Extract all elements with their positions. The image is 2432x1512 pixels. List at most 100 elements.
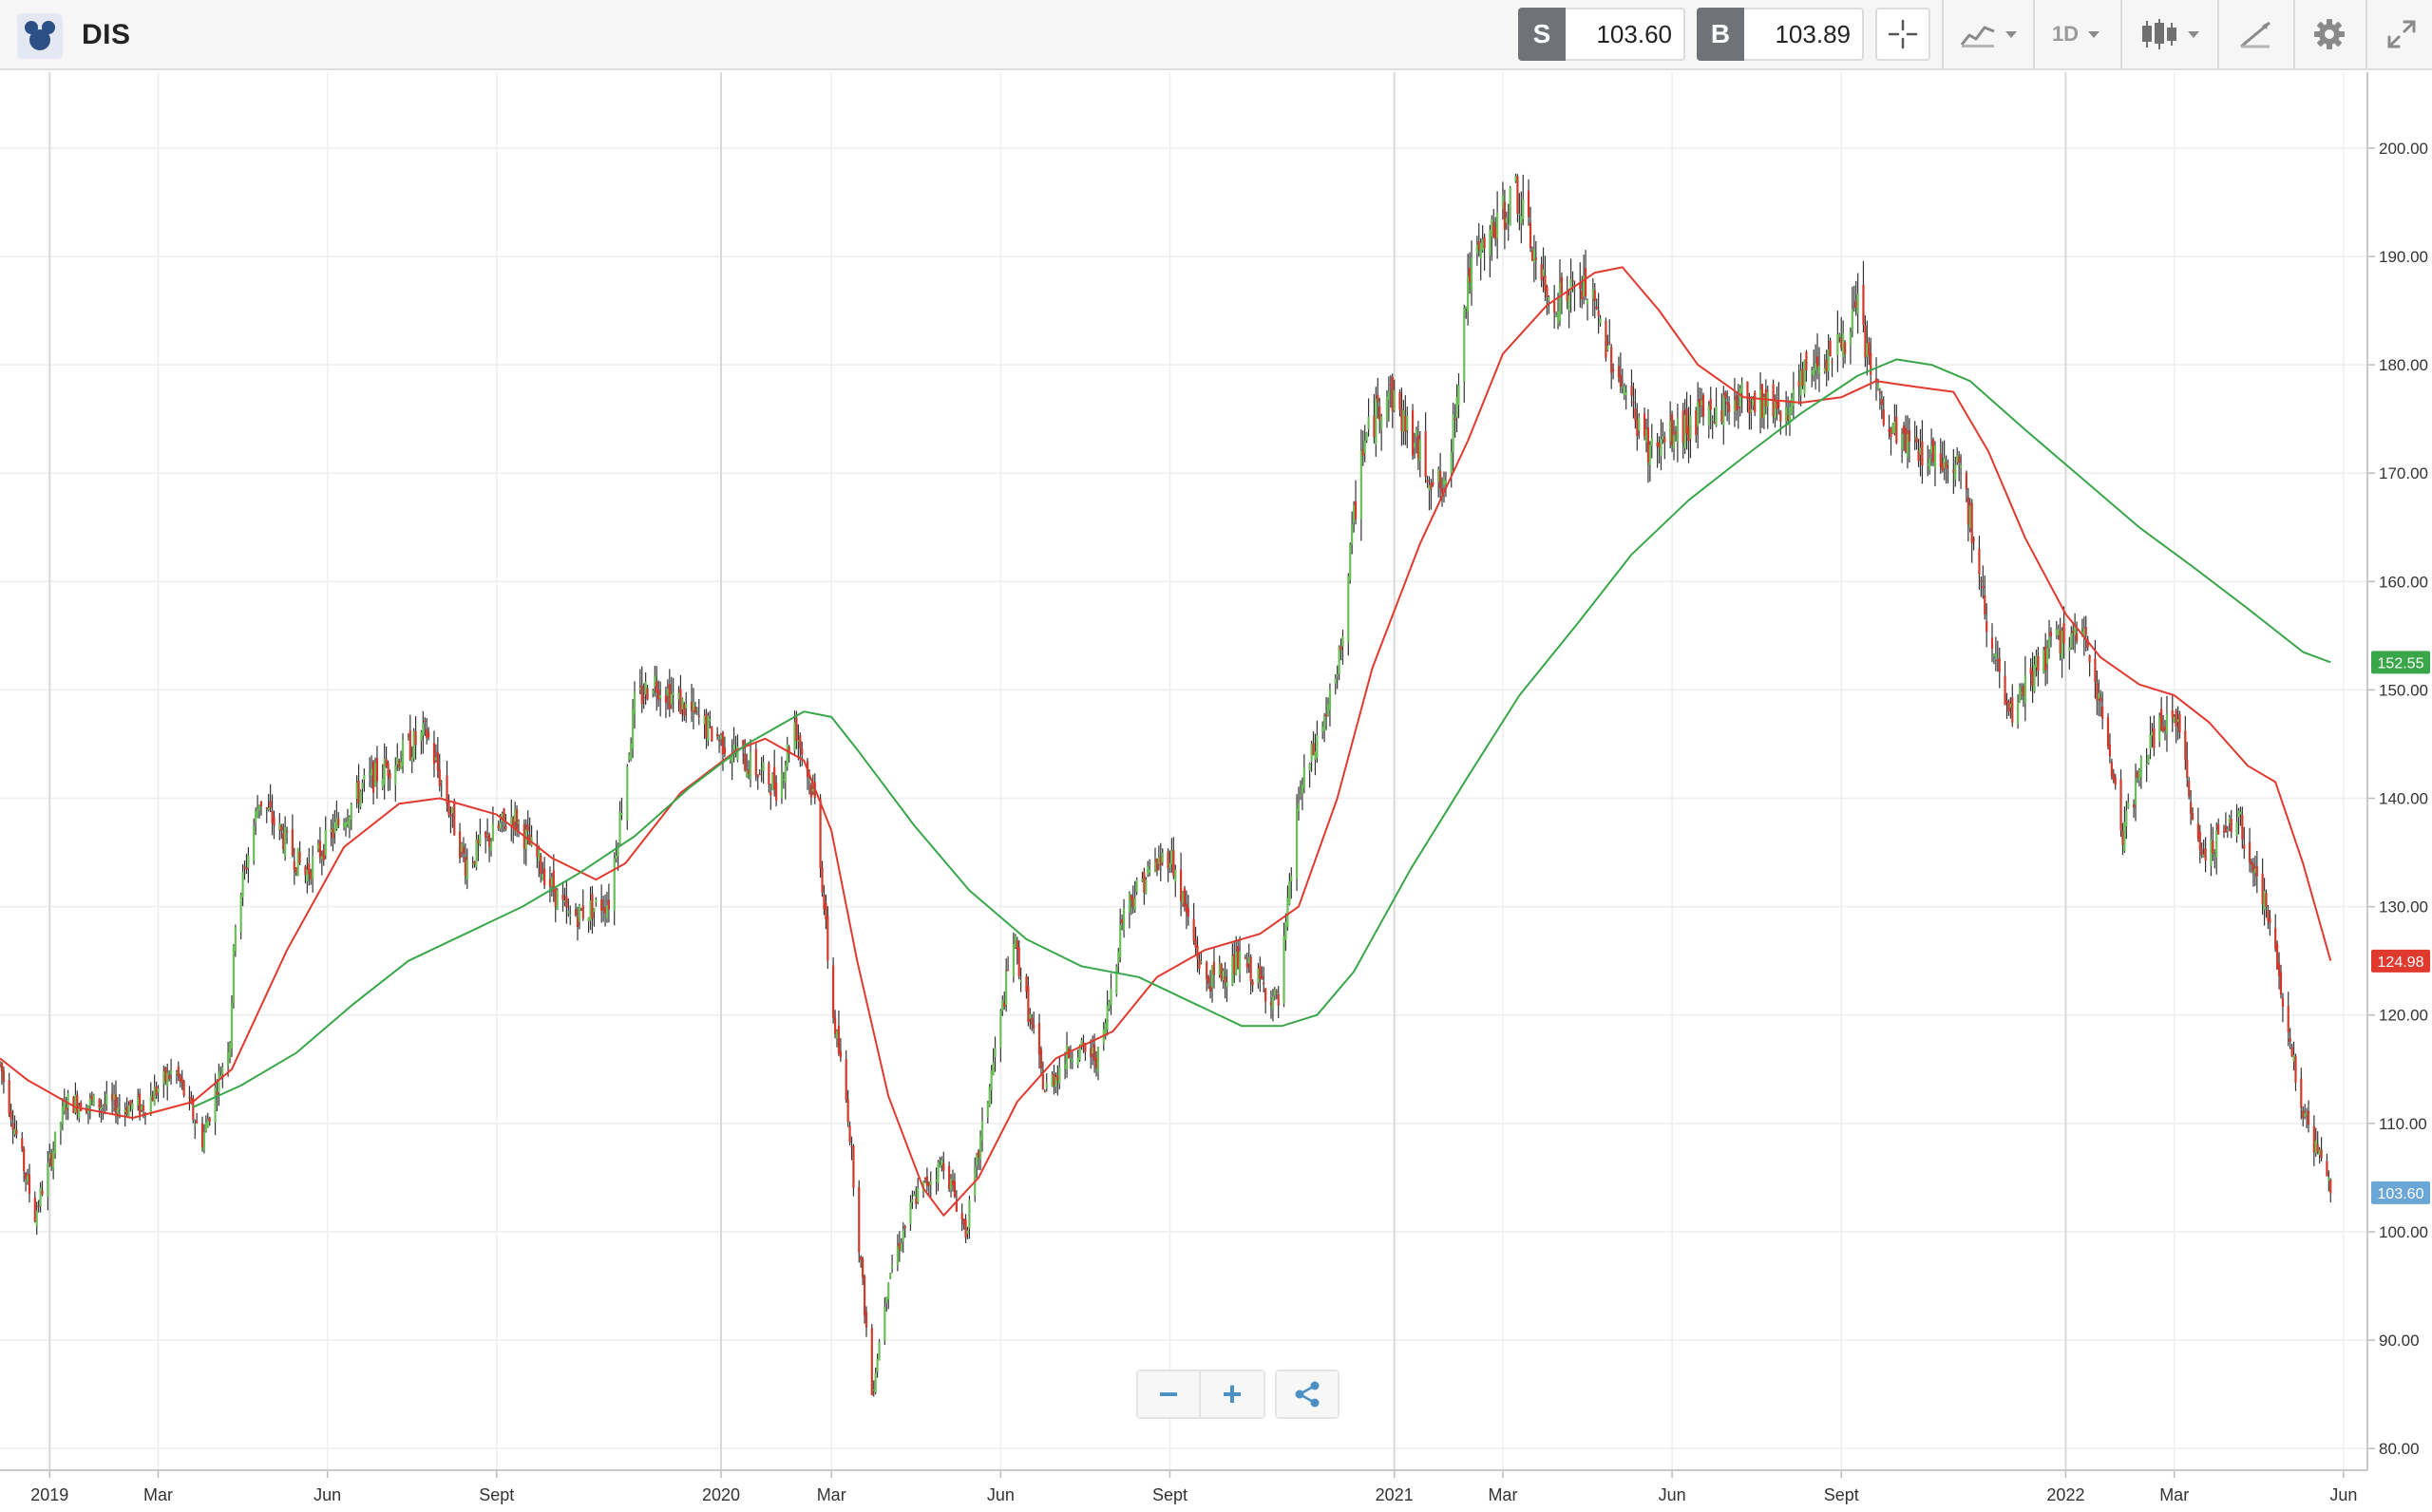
settings-button[interactable] — [2303, 8, 2356, 61]
y-tick-label: 150.00 — [2379, 681, 2428, 699]
candle-style-button[interactable] — [2132, 8, 2208, 61]
candle-up — [2035, 655, 2038, 668]
candle-down — [2250, 861, 2253, 865]
candle-down — [2261, 873, 2264, 904]
candle-up — [2033, 664, 2036, 692]
candle-down — [819, 799, 822, 869]
candle-down — [2276, 943, 2279, 970]
timeframe-label: 1D — [2051, 22, 2080, 46]
candle-up — [253, 825, 256, 861]
candle-down — [2011, 697, 2014, 723]
candle-down — [721, 731, 725, 755]
candle-up — [412, 731, 415, 759]
candle-up — [966, 1230, 969, 1234]
y-tick-label: 180.00 — [2379, 356, 2428, 374]
candle-up — [1954, 464, 1957, 480]
candle-down — [1172, 850, 1175, 877]
candle-down — [104, 1104, 106, 1106]
candle-down — [1167, 851, 1169, 869]
candle-down — [1685, 408, 1688, 434]
fullscreen-button[interactable] — [2375, 8, 2428, 61]
candle-down — [2062, 623, 2065, 644]
buy-button[interactable]: B 103.89 — [1697, 8, 1864, 61]
candle-up — [1465, 306, 1468, 309]
candle-down — [10, 1111, 12, 1120]
candle-down — [561, 894, 564, 900]
candle-down — [1982, 585, 1985, 589]
toolbar-divider — [2120, 0, 2122, 70]
candle-up — [381, 779, 384, 788]
timeframe-button[interactable]: 1D — [2042, 8, 2109, 61]
share-button[interactable] — [1275, 1370, 1340, 1419]
candle-up — [2147, 755, 2150, 764]
candle-down — [453, 801, 456, 836]
candle-down — [1931, 439, 1935, 463]
x-tick-label: Jun — [314, 1485, 341, 1504]
candle-up — [729, 757, 732, 761]
zoom-in-button[interactable]: + — [1201, 1370, 1265, 1419]
candle-down — [41, 1190, 44, 1195]
chart-type-button[interactable] — [1953, 8, 2024, 61]
crosshair-icon — [1888, 19, 1918, 49]
candle-down — [548, 879, 552, 887]
candle-up — [1351, 523, 1354, 545]
candle-up — [911, 1199, 914, 1202]
candle-up — [935, 1180, 938, 1182]
candle-up — [127, 1106, 130, 1118]
candle-down — [389, 773, 391, 780]
candle-down — [436, 751, 439, 771]
sell-button[interactable]: S 103.60 — [1518, 8, 1685, 61]
toolbar-divider — [2033, 0, 2035, 70]
candle-down — [694, 707, 697, 713]
candle-down — [2289, 1038, 2291, 1042]
candle-up — [1697, 402, 1700, 426]
candle-down — [1006, 970, 1010, 972]
candle-up — [1956, 454, 1959, 463]
price-chart[interactable]: 80.00 90.00 100.00 110.00 120.00 130.00 140.00… — [0, 72, 2432, 1512]
candle-up — [451, 807, 454, 814]
candle-down — [2326, 1161, 2328, 1177]
share-group — [1275, 1370, 1340, 1419]
candle-up — [672, 692, 674, 695]
candle-up — [1669, 420, 1672, 442]
candle-up — [361, 783, 364, 789]
candle-down — [717, 740, 721, 742]
candle-up — [1323, 715, 1326, 731]
candle-down — [1748, 400, 1751, 414]
candle-down — [1043, 1091, 1046, 1093]
candle-down — [477, 839, 480, 844]
candle-up — [1321, 727, 1324, 732]
candle-down — [788, 747, 790, 754]
zoom-out-button[interactable]: − — [1136, 1370, 1201, 1419]
candle-up — [1803, 359, 1806, 394]
candle-up — [615, 856, 618, 859]
candle-up — [1149, 869, 1151, 873]
drawing-tools-button[interactable] — [2229, 8, 2282, 61]
candle-up — [510, 816, 513, 826]
candle-up — [1660, 439, 1662, 457]
candle-up — [1479, 242, 1482, 259]
candle-down — [754, 748, 757, 776]
candle-up — [890, 1264, 894, 1269]
candle-up — [1856, 293, 1859, 314]
candle-up — [63, 1101, 66, 1111]
candle-up — [47, 1162, 49, 1198]
candle-up — [2228, 818, 2231, 823]
candle-up — [902, 1230, 904, 1242]
candle-up — [1359, 450, 1362, 520]
candle-up — [218, 1071, 220, 1093]
crosshair-button[interactable] — [1875, 8, 1930, 61]
candle-up — [1141, 879, 1144, 881]
candle-down — [1196, 945, 1199, 959]
candle-up — [320, 856, 323, 860]
candle-down — [2191, 813, 2194, 821]
candle-down — [1695, 410, 1698, 436]
candle-up — [1836, 333, 1839, 356]
candle-up — [628, 754, 631, 760]
candle-up — [949, 1179, 953, 1190]
candle-up — [74, 1094, 77, 1113]
candle-up — [1522, 198, 1525, 219]
candle-down — [1477, 241, 1480, 251]
candle-down — [1492, 221, 1495, 236]
candle-down — [1377, 394, 1379, 403]
